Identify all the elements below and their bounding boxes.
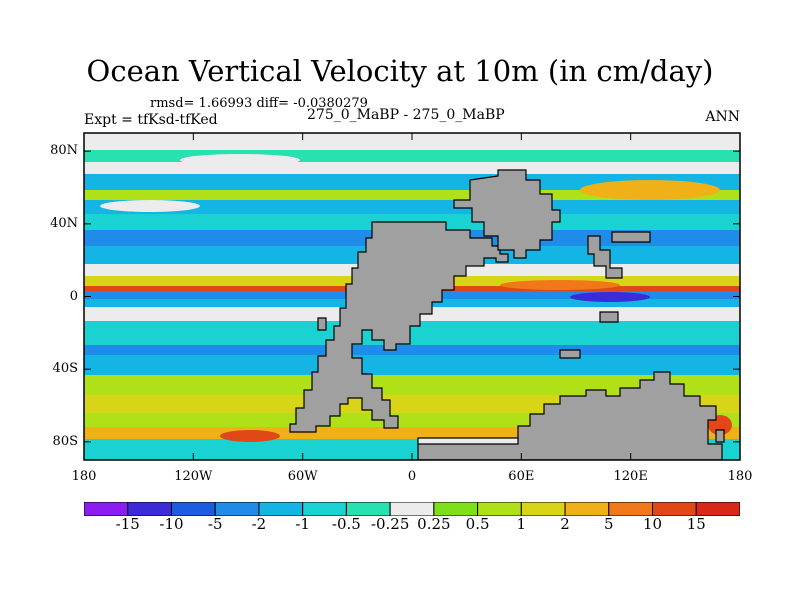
lon-tick-label: 60E [508,469,535,484]
colorbar-label: 1 [516,515,527,533]
patch [100,200,200,212]
colorbar-label: 0.5 [465,515,490,533]
land-masses [289,169,725,460]
lat-tick-label: 80S [52,433,78,449]
season-label: ANN [705,109,740,125]
lon-tick-label: 120W [174,469,213,484]
colorbar-label: 15 [686,515,706,533]
land-antarctic-strip [417,437,519,445]
land-island-small-1 [611,231,651,243]
colorbar-swatch [389,502,435,516]
lat-tick-label: 40S [52,361,78,377]
patch [220,430,280,442]
colorbar-label: -10 [159,515,184,533]
colorbar-label: -0.5 [331,515,361,533]
land-island-small-2 [559,349,581,359]
lat-tick-label: 80N [50,143,78,159]
lat-tick-label: 40N [50,215,78,231]
colorbar-swatch [84,502,129,516]
lon-tick-label: 180 [71,469,97,484]
colorbar-swatch [564,502,610,516]
band-south-cyan [84,355,740,375]
band-south-yellow [84,375,740,395]
colorbar-label: -15 [115,515,140,533]
patch [180,154,300,166]
colorbar-swatch [258,502,304,516]
colorbar-swatch [345,502,391,516]
colorbar-swatch [608,502,654,516]
case-names: 275_0_MaBP - 275_0_MaBP [307,107,505,123]
band-north-mid [84,174,740,190]
axis-ticks [83,133,741,460]
land-continent-west [289,221,509,433]
band-north-yellow [84,190,740,200]
colorbar-swatch [302,502,347,516]
colorbar-label: -1 [295,515,310,533]
colorbar [84,502,740,516]
patch [500,280,620,290]
colorbar-swatch [520,502,566,516]
colorbar-label: -2 [251,515,267,533]
patch [570,292,650,302]
colorbar-swatch [695,502,740,516]
chart-title: Ocean Vertical Velocity at 10m (in cm/da… [86,54,714,88]
colorbar-label: 10 [642,515,663,533]
colorbar-label: 2 [560,515,570,533]
land-island-small-3 [599,311,619,323]
stats-text: rmsd= 1.66993 diff= -0.0380279 [150,96,368,111]
lon-tick-label: 0 [407,469,417,484]
map-field [84,133,740,460]
colorbar-swatch [433,502,479,516]
colorbar-label: 5 [604,515,614,533]
land-antarctic-continent [417,371,723,460]
band-north-cyan [84,200,740,214]
experiment-label: Expt = tfKsd-tfKed [84,112,218,128]
land-island-east [587,235,623,279]
colorbar-swatch [127,502,172,516]
colorbar-label: 0.25 [417,515,451,533]
band-south-blue [84,345,740,355]
lat-tick-label: 0 [69,288,78,304]
colorbar-swatch [170,502,216,516]
land-island-small-4 [317,317,327,331]
lon-tick-label: 120E [613,469,648,484]
colorbar-swatch [652,502,697,516]
colorbar-label: -5 [207,515,223,533]
colorbar-swatch [214,502,260,516]
land-continent-east [453,169,561,259]
band-subarctic [84,162,740,174]
colorbar-swatch [477,502,522,516]
patch [580,180,720,200]
lon-tick-label: 60W [287,469,318,484]
lon-tick-label: 180 [727,469,753,484]
colorbar-label: -0.25 [370,515,410,533]
land-island-small-5 [715,429,725,443]
